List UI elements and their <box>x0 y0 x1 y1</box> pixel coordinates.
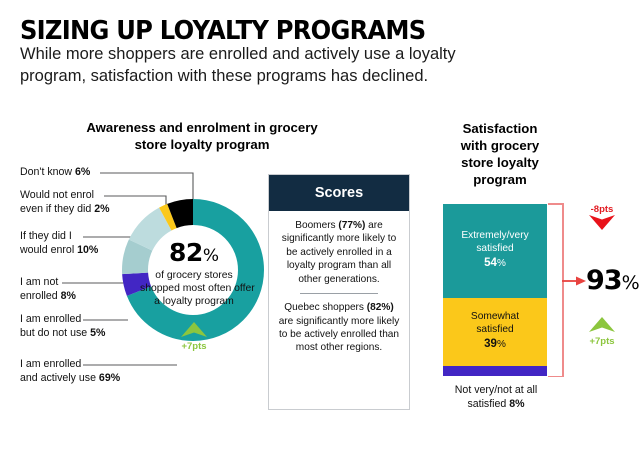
bar-segment-somewhat-value: 39 <box>484 337 497 350</box>
satisfaction-delta-down: -8pts <box>578 204 626 235</box>
arrow-up-icon <box>589 317 615 332</box>
scores-note-2-part-a: Quebec shoppers <box>284 302 367 314</box>
donut-label-not-enrolled-line-1: I am not <box>20 276 59 288</box>
donut-label-enrolled-not-use-line-2: but do not use <box>20 326 91 339</box>
donut-label-enrolled-not-use-line-1: I am enrolled <box>20 313 82 325</box>
donut-center-unit: % <box>202 246 219 266</box>
donut-label-enrolled-active-line-1: I am enrolled <box>20 358 82 370</box>
satisfaction-callout-value: 93 <box>586 265 623 296</box>
donut-label-not-enrolled-value: 8% <box>60 289 76 302</box>
satisfaction-bracket <box>548 203 564 377</box>
donut-label-enrolled-active: I am enrolled and actively use 69% <box>20 358 120 385</box>
donut-label-would-not-enrol: Would not enrol even if they did 2% <box>20 189 110 216</box>
donut-delta-label: +7pts <box>181 341 207 352</box>
satisfaction-stacked-bar: Extremely/very satisfied 54% Somewhat sa… <box>443 204 547 376</box>
bar-bottom-label-line-2: satisfied <box>467 397 510 410</box>
donut-label-would-not-enrol-value: 2% <box>94 202 110 215</box>
bar-bottom-label-line-1: Not very/not at all <box>454 384 538 396</box>
bracket-arrow-icon <box>562 276 586 286</box>
bar-segment-extremely-value: 54 <box>484 256 497 269</box>
donut-label-not-enrolled-line-2: enrolled <box>20 289 61 302</box>
scores-note-2-value: (82%) <box>366 302 394 314</box>
donut-center-sublabel: of grocery stores shopped most often off… <box>140 269 255 308</box>
satisfaction-delta-down-label: -8pts <box>590 204 614 215</box>
scores-card-heading: Scores <box>269 175 409 211</box>
left-chart-title-line-1: Awareness and enrolment in grocery <box>86 120 318 135</box>
donut-label-would-enrol-line-1: If they did I <box>20 230 72 242</box>
donut-label-enrolled-active-value: 69% <box>98 371 121 384</box>
satisfaction-delta-up-label: +7pts <box>589 336 615 347</box>
donut-label-would-enrol-value: 10% <box>77 243 99 256</box>
bar-segment-not-satisfied <box>443 366 547 376</box>
donut-label-dont-know-value: 6% <box>75 166 91 178</box>
bar-segment-somewhat-unit: % <box>496 338 506 350</box>
bracket-top-arm <box>548 203 563 205</box>
donut-label-would-not-enrol-line-1: Would not enrol <box>20 189 95 201</box>
scores-note-2: Quebec shoppers (82%) are significantly … <box>278 301 400 355</box>
donut-label-enrolled-active-line-2: and actively use <box>20 371 99 384</box>
satisfaction-callout-unit: % <box>621 272 640 294</box>
donut-center-sublabel-line-1: of grocery stores <box>155 269 233 281</box>
arrow-up-icon <box>181 322 207 337</box>
donut-label-would-enrol-line-2: would enrol <box>20 243 78 256</box>
donut-delta-indicator: +7pts <box>168 322 220 352</box>
bracket-bottom-arm <box>548 375 563 377</box>
scores-note-1-value: (77%) <box>338 220 366 231</box>
right-chart-title-line-4: program <box>473 172 527 188</box>
bracket-spine <box>562 203 564 377</box>
bar-segment-extremely-label-line-1: Extremely/very <box>461 230 529 242</box>
right-chart-title: Satisfaction with grocery store loyalty … <box>425 120 575 189</box>
satisfaction-delta-up: +7pts <box>578 317 626 347</box>
donut-center-sublabel-line-3: a loyalty program <box>154 295 234 307</box>
arrow-down-icon <box>589 215 615 230</box>
donut-center-sublabel-line-2: shopped most often offer <box>140 282 255 294</box>
scores-card: Scores Boomers (77%) are significantly m… <box>268 174 410 410</box>
donut-label-dont-know-text: Don't know <box>20 166 76 178</box>
scores-note-1-part-a: Boomers <box>295 220 339 231</box>
bar-segment-somewhat-label-line-1: Somewhat <box>470 311 520 323</box>
page-subtitle-line-1: While more shoppers are enrolled and act… <box>20 45 456 63</box>
satisfaction-callout: 93% <box>586 265 640 296</box>
scores-card-body: Boomers (77%) are significantly more lik… <box>269 211 409 355</box>
left-chart-title: Awareness and enrolment in grocery store… <box>52 120 352 154</box>
scores-card-divider <box>300 293 378 295</box>
bar-segment-somewhat-satisfied: Somewhat satisfied 39% <box>443 298 547 366</box>
page-subtitle: While more shoppers are enrolled and act… <box>20 44 610 88</box>
donut-label-enrolled-not-use: I am enrolled but do not use 5% <box>20 313 105 340</box>
donut-segment-not-enrolled <box>122 199 264 341</box>
right-chart-title-line-1: Satisfaction <box>462 121 538 136</box>
donut-center-value: 82 <box>169 238 203 267</box>
page-subtitle-line-2: program, satisfaction with these program… <box>20 66 429 85</box>
bar-segment-extremely-label-line-2: satisfied <box>476 243 514 255</box>
scores-note-2-part-c: are significantly more likely to be acti… <box>278 315 400 354</box>
donut-center-label: 82% of grocery stores shopped most often… <box>140 238 255 308</box>
donut-label-not-enrolled: I am not enrolled 8% <box>20 276 76 303</box>
right-chart-title-line-2: with grocery <box>460 138 540 154</box>
right-chart-title-line-3: store loyalty <box>461 155 539 171</box>
bar-segment-extremely-very-satisfied: Extremely/very satisfied 54% <box>443 204 547 298</box>
donut-label-would-not-enrol-line-2: even if they did <box>20 202 95 215</box>
bar-segment-somewhat-label-line-2: satisfied <box>476 324 514 336</box>
left-chart-title-line-2: store loyalty program <box>134 136 270 152</box>
page-title: SIZING UP LOYALTY PROGRAMS <box>20 16 426 46</box>
bar-segment-extremely-unit: % <box>496 257 506 269</box>
bar-bottom-label-value: 8% <box>509 397 525 410</box>
donut-label-would-enrol: If they did I would enrol 10% <box>20 230 98 257</box>
scores-note-1-part-c: are significantly more likely to be acti… <box>281 220 397 285</box>
bar-bottom-label: Not very/not at all satisfied 8% <box>420 384 572 412</box>
donut-label-enrolled-not-use-value: 5% <box>90 326 106 339</box>
scores-note-1: Boomers (77%) are significantly more lik… <box>278 219 400 286</box>
donut-label-dont-know: Don't know 6% <box>20 166 90 180</box>
donut-segment-dont-know <box>122 199 264 341</box>
